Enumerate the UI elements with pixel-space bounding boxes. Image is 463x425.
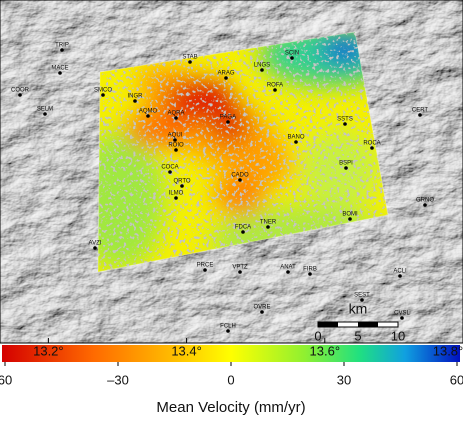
station-label: BANO (287, 135, 304, 141)
station-marker (370, 146, 374, 150)
station-label: COOR (11, 88, 30, 94)
station-marker (294, 140, 298, 144)
colorbar-tick-label: 60 (450, 372, 463, 387)
lon-tick-label: 13.4° (171, 343, 202, 358)
station-marker (400, 316, 404, 320)
station-label: COCA (161, 165, 178, 171)
lon-tick-label: 13.2° (33, 343, 64, 358)
colorbar-tick-label: 0 (227, 372, 234, 387)
station-label: VPTZ (232, 265, 248, 271)
scale-tick-label: 10 (391, 328, 405, 343)
station-marker (241, 230, 245, 234)
station-marker (180, 184, 184, 188)
colorbar-title: Mean Velocity (mm/yr) (156, 399, 305, 416)
station-label: SSTS (337, 117, 353, 123)
station-label: CERT (412, 108, 429, 114)
station-label: OVRE (253, 305, 270, 311)
station-marker (60, 48, 64, 52)
station-marker (308, 272, 312, 276)
station-label: STAB (182, 55, 197, 61)
station-label: SEST (354, 293, 370, 299)
station-marker (173, 138, 177, 142)
station-marker (174, 148, 178, 152)
station-marker (18, 93, 22, 97)
station-label: FDCA (235, 225, 251, 231)
station-label: LNGS (254, 63, 270, 69)
station-label: ROIO (168, 143, 184, 149)
station-label: INGR (128, 94, 144, 100)
station-label: FCLH (220, 324, 236, 330)
station-label: SCIN (285, 51, 299, 57)
station-marker (174, 116, 178, 120)
station-label: ILMO (169, 191, 184, 197)
station-label: GRNO (416, 198, 434, 204)
scale-unit: km (349, 301, 368, 317)
colorbar (2, 345, 460, 362)
station-marker (146, 114, 150, 118)
station-marker (286, 270, 290, 274)
station-label: ROFA (267, 83, 283, 89)
swath-outline (97, 31, 389, 273)
station-marker (133, 99, 137, 103)
station-label: AQUI (168, 133, 183, 139)
station-marker (423, 203, 427, 207)
station-marker (398, 274, 402, 278)
station-label: ARAG (217, 71, 234, 77)
station-marker (266, 225, 270, 229)
lon-tick-label: 13.6° (310, 343, 341, 358)
station-marker (188, 60, 192, 64)
station-marker (344, 166, 348, 170)
station-label: AQMO (139, 109, 158, 115)
station-marker (348, 217, 352, 221)
station-marker (290, 56, 294, 60)
station-label: ANAT (280, 265, 296, 271)
station-marker (58, 71, 62, 75)
colorbar-tick-label: –30 (107, 372, 129, 387)
station-label: PAGA (220, 115, 236, 121)
station-label: FIRB (303, 267, 317, 273)
station-label: ACLI (393, 269, 407, 275)
station-marker (238, 178, 242, 182)
station-label: TRIP (55, 43, 69, 49)
station-marker (238, 270, 242, 274)
station-label: PRCE (197, 263, 214, 269)
scale-tick-label: 0 (314, 328, 321, 343)
station-marker (203, 268, 207, 272)
station-label: BSPI (339, 161, 353, 167)
station-label: ROCA (363, 141, 380, 147)
station-marker (260, 68, 264, 72)
station-marker (360, 298, 364, 302)
station-label: CVSL (394, 311, 410, 317)
station-marker (224, 76, 228, 80)
scale-tick-label: 5 (354, 328, 361, 343)
station-label: AQRA (167, 111, 184, 117)
station-marker (174, 196, 178, 200)
station-marker (168, 170, 172, 174)
colorbar-tick-label: 60 (0, 372, 12, 387)
station-marker (273, 88, 277, 92)
station-label: SELM (37, 107, 53, 113)
lon-tick-label: 13.8° (433, 343, 463, 358)
scale-bar: km (317, 301, 399, 328)
map-frame (0, 0, 463, 344)
station-label: SMCO (94, 88, 112, 94)
station-marker (343, 122, 347, 126)
station-label: MACE (51, 66, 68, 72)
station-marker (101, 93, 105, 97)
station-marker (226, 120, 230, 124)
station-label: QRTO (173, 179, 190, 185)
station-label: CADO (231, 173, 249, 179)
station-marker (43, 112, 47, 116)
station-label: TNER (260, 220, 277, 226)
station-marker (93, 246, 97, 250)
colorbar-tick-label: 30 (337, 372, 351, 387)
stations: TRIP MACE STAB SCIN LNGS ARAG ROFA COOR SMCO INGR… (11, 43, 434, 333)
station-marker (418, 113, 422, 117)
station-marker (260, 310, 264, 314)
station-marker (226, 329, 230, 333)
station-label: BOMI (342, 212, 358, 218)
station-label: AVZI (89, 241, 102, 247)
